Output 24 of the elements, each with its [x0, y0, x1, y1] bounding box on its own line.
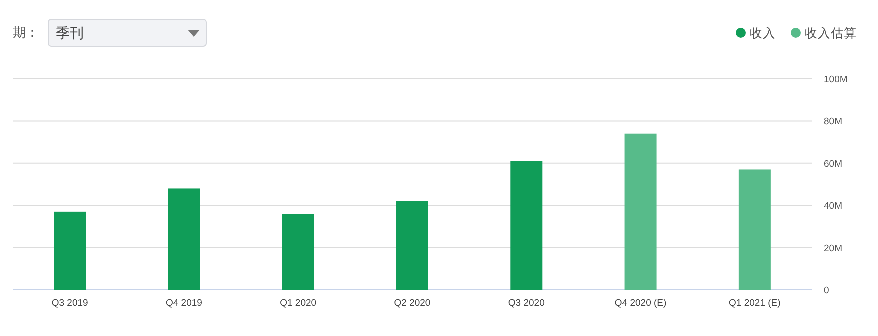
bar — [624, 134, 657, 290]
x-tick-label: Q3 2019 — [52, 298, 88, 309]
x-tick-label: Q4 2020 (E) — [614, 298, 667, 309]
bar — [396, 201, 428, 290]
legend-label: 收入估算 — [805, 26, 857, 40]
x-tick-label: Q4 2019 — [166, 298, 202, 309]
y-tick-label: 40M — [824, 201, 843, 212]
y-tick-label: 60M — [824, 158, 843, 170]
bar — [738, 170, 771, 290]
bar — [54, 212, 86, 290]
bar — [282, 214, 314, 290]
y-tick-label: 100M — [824, 74, 848, 86]
x-tick-label: Q1 2020 — [280, 298, 317, 309]
x-tick-label: Q2 2020 — [394, 298, 431, 309]
text: 期： — [13, 25, 39, 40]
legend-label: 收入 — [750, 26, 776, 40]
bar — [510, 161, 543, 290]
y-tick-label: 80M — [824, 116, 843, 128]
y-tick-label: 20M — [824, 243, 843, 254]
y-tick-label: 0 — [824, 286, 830, 296]
x-tick-label: Q1 2021 (E) — [729, 298, 781, 309]
text: 季刊 — [56, 25, 84, 41]
x-tick-label: Q3 2020 — [508, 298, 545, 309]
bar — [168, 188, 200, 290]
